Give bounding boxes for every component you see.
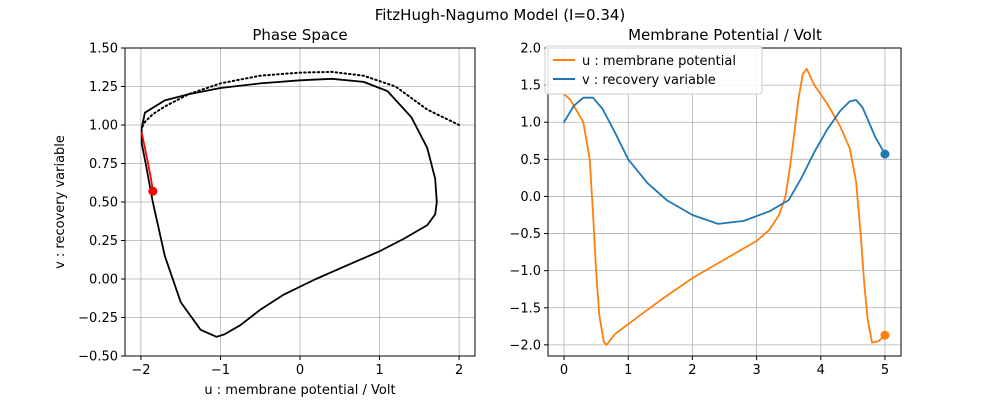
x-tick-label: 3 — [752, 363, 760, 378]
phase-space-title: Phase Space — [252, 26, 347, 44]
legend-label-u: u : membrane potential — [582, 54, 736, 69]
x-tick-label: 1 — [624, 363, 632, 378]
legend: u : membrane potential v : recovery vari… — [544, 45, 763, 95]
membrane-potential-grid — [548, 47, 901, 356]
y-tick-label: −1.5 — [509, 301, 541, 316]
end-point-marker-1 — [880, 149, 890, 159]
y-tick-label: 0.5 — [520, 153, 541, 168]
y-tick-label: −0.50 — [78, 350, 118, 365]
y-tick-label: 1.5 — [520, 79, 541, 94]
membrane-potential-ticks: 0 1 2 3 4 5 −2.0 −1.5 −1.0 −0.5 0.0 0.5 1.0 1.5 2.0 — [509, 42, 889, 379]
phase-space-chart: Phase Space −2 −1 0 1 2 −0.50 −0.25 0.00 0.25 0.5… — [53, 26, 476, 398]
y-tick-label: 2.0 — [520, 42, 541, 57]
y-tick-label: 1.50 — [89, 42, 118, 57]
membrane-potential-chart: Membrane Potential / Volt 0 1 2 3 4 5 −2.0 −1.5… — [509, 26, 902, 379]
x-tick-label: 4 — [817, 363, 825, 378]
y-tick-label: −0.5 — [509, 227, 541, 242]
series-line-1 — [563, 96, 886, 225]
y-tick-label: 0.25 — [89, 234, 118, 249]
y-tick-label: −1.0 — [509, 264, 541, 279]
end-point-marker-0 — [148, 186, 158, 196]
phase-space-ylabel: v : recovery variable — [53, 135, 68, 269]
x-tick-label: −2 — [131, 363, 150, 378]
membrane-potential-lines — [563, 67, 890, 346]
y-tick-label: −2.0 — [509, 338, 541, 353]
y-tick-label: 0.0 — [520, 190, 541, 205]
y-tick-label: 1.00 — [89, 119, 118, 134]
phase-space-grid — [125, 47, 475, 357]
x-tick-label: −1 — [211, 363, 230, 378]
y-tick-label: 0.75 — [89, 157, 118, 172]
phase-space-xlabel: u : membrane potential / Volt — [204, 383, 395, 398]
phase-space-ticks: −2 −1 0 1 2 −0.50 −0.25 0.00 0.25 0.50 0.75 1.00 1.2… — [78, 42, 463, 379]
x-tick-label: 5 — [881, 363, 889, 378]
series-line-1 — [140, 77, 438, 338]
end-point-marker-0 — [880, 330, 890, 340]
legend-label-v: v : recovery variable — [582, 73, 716, 88]
y-tick-label: 0.00 — [89, 273, 118, 288]
series-line-2 — [140, 131, 154, 193]
x-tick-label: 0 — [560, 363, 568, 378]
series-line-0 — [140, 70, 461, 130]
phase-space-lines — [140, 70, 461, 338]
x-tick-label: 0 — [296, 363, 304, 378]
series-line-0 — [563, 67, 886, 346]
y-tick-label: 1.25 — [89, 80, 118, 95]
figure-title: FitzHugh-Nagumo Model (I=0.34) — [375, 6, 626, 24]
x-tick-label: 2 — [455, 363, 463, 378]
membrane-potential-title: Membrane Potential / Volt — [628, 26, 822, 44]
legend-box — [544, 45, 763, 95]
y-tick-label: 1.0 — [520, 116, 541, 131]
x-tick-label: 2 — [688, 363, 696, 378]
x-tick-label: 1 — [375, 363, 383, 378]
y-tick-label: −0.25 — [78, 311, 118, 326]
y-tick-label: 0.50 — [89, 196, 118, 211]
